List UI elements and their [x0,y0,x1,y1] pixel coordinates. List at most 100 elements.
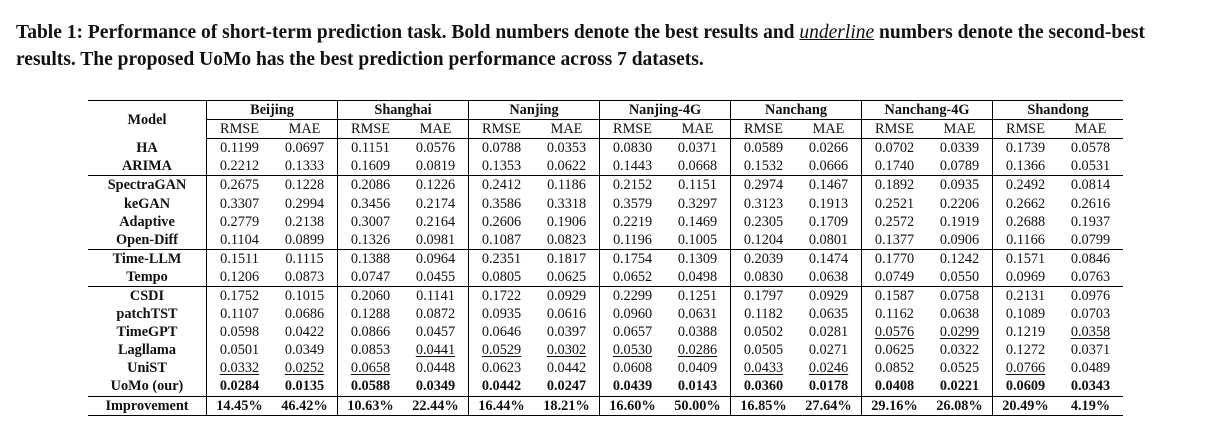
table-cell: 16.44% [468,395,534,416]
table-row: HA 0.1199 0.0697 0.1151 0.0576 0.0788 0.0353 0.… [88,138,1123,158]
table-cell: 0.0353 [534,138,600,158]
table-cell: 0.0589 [743,140,784,157]
table-row: Lagllama 0.0501 0.0349 0.0853 0.0441 0.0529 0.… [88,341,1123,360]
table-cell: 0.0221 [927,377,993,396]
table-cell: 0.0964 [403,248,469,268]
table-cell: 0.2164 [403,212,469,231]
table-cell: 0.3007 [350,213,391,230]
table-cell: 0.0788 [481,140,522,157]
table-cell: 0.3318 [534,194,600,213]
model-name: SpectraGAN [88,175,207,195]
table-cell: 0.1333 [272,157,338,176]
table-row: Tempo 0.1206 0.0873 0.0747 0.0455 0.0805 0.062… [88,267,1123,287]
table-cell: 0.1532 [743,158,784,175]
table-cell: 0.0332 [207,359,273,377]
table-cell: 0.1226 [403,175,469,195]
caption-text-1: Performance of short-term prediction tas… [87,22,795,43]
table-cell: 0.1709 [796,212,862,231]
table-cell: 0.1104 [220,231,259,248]
table-row: Improvement 14.45% 46.42% 10.63% 22.44% 16.44… [88,395,1123,416]
table-cell: 0.0766 [993,359,1059,377]
table-cell: 0.2305 [743,213,784,230]
underlined-value: 0.0286 [677,342,718,359]
underlined-value: 0.0358 [1070,324,1111,341]
table-cell: 0.2521 [874,195,915,212]
table-cell: 0.0830 [612,140,653,157]
table-cell: 0.0588 [350,378,391,395]
metric-header: RMSE [730,119,796,140]
table-cell: 0.3307 [219,195,260,212]
model-name: HA [88,138,207,158]
table-cell: 0.1309 [665,248,731,268]
underlined-value: 0.0766 [1005,360,1046,377]
table-cell: 0.1754 [599,248,665,268]
table-cell: 0.0635 [796,305,862,324]
table-cell: 0.0299 [927,323,993,342]
table-cell: 0.1228 [272,175,338,195]
table-cell: 0.0823 [534,230,600,250]
table-cell: 0.1141 [403,285,469,306]
table-row: TimeGPT 0.0598 0.0422 0.0866 0.0457 0.0646 0.0… [88,323,1123,342]
table-cell: 0.2131 [992,285,1058,306]
table-cell: 46.42% [272,395,338,416]
table-cell: 0.0457 [403,323,469,342]
table-row: UoMo (our) 0.0284 0.0135 0.0588 0.0349 0.0442… [88,377,1123,396]
table-cell: 0.1182 [744,306,783,323]
table-cell: 0.1242 [927,248,993,268]
table-cell: 0.2688 [1005,213,1046,230]
table-cell: 0.0530 [600,341,666,359]
table-cell: 0.0489 [1070,360,1111,377]
table-cell: 0.1196 [613,231,652,248]
metric-header: RMSE [337,119,403,140]
table-cell: 0.0271 [796,341,862,360]
table-cell: 0.0360 [743,378,784,395]
table-cell: 0.0763 [1070,268,1111,285]
table-cell: 0.0638 [927,305,993,324]
metric-header: MAE [927,119,993,140]
table-cell: 0.0525 [927,359,993,378]
table-row: Time-LLM 0.1511 0.1115 0.1388 0.0964 0.2351 0.… [88,248,1123,268]
table-cell: 0.0873 [272,267,338,287]
table-cell: 0.3456 [350,195,391,212]
metric-header: RMSE [861,119,927,140]
table-cell: 0.0623 [481,360,522,377]
table-cell: 0.0598 [219,324,260,341]
table-cell: 0.0531 [1070,158,1111,175]
table-cell: 0.0339 [927,138,993,158]
table-cell: 0.0371 [665,138,731,158]
table-cell: 0.1162 [875,306,914,323]
metric-header: RMSE [599,119,665,140]
table-cell: 0.0501 [219,342,260,359]
table-cell: 0.2994 [272,194,338,213]
underlined-value: 0.0299 [939,324,980,341]
table-cell: 0.0448 [403,359,469,378]
table-cell: 0.1272 [1005,342,1046,359]
table-cell: 0.0371 [1070,342,1111,359]
table-cell: 0.0758 [927,285,993,306]
table-cell: 0.3579 [612,195,653,212]
dataset-header: Nanchang-4G [861,99,993,120]
table-cell: 0.1251 [665,285,731,306]
model-name: Tempo [88,267,207,287]
table-cell: 0.0266 [796,138,862,158]
table-cell: 0.0433 [731,359,797,377]
table-cell: 0.2174 [403,194,469,213]
dataset-header: Nanjing [468,99,600,120]
dataset-header: Nanchang [730,99,862,120]
table-cell: 0.0442 [481,378,522,395]
table-cell: 0.0703 [1070,306,1111,323]
table-cell: 0.2299 [599,285,665,306]
table-cell: 0.0929 [796,285,862,306]
table-cell: 0.3297 [665,194,731,213]
table-cell: 0.0576 [862,323,928,341]
table-cell: 0.0343 [1070,378,1111,395]
table-cell: 0.0178 [796,377,862,396]
table-cell: 0.1326 [350,231,391,248]
table-cell: 0.1892 [861,175,927,195]
table-row: Open-Diff 0.1104 0.0899 0.1326 0.0981 0.1087 0… [88,230,1123,250]
table-cell: 0.0143 [665,377,731,396]
table-cell: 0.0638 [796,267,862,287]
table-cell: 0.1115 [272,248,338,268]
table-cell: 0.2492 [992,175,1058,195]
model-name: patchTST [88,305,207,324]
